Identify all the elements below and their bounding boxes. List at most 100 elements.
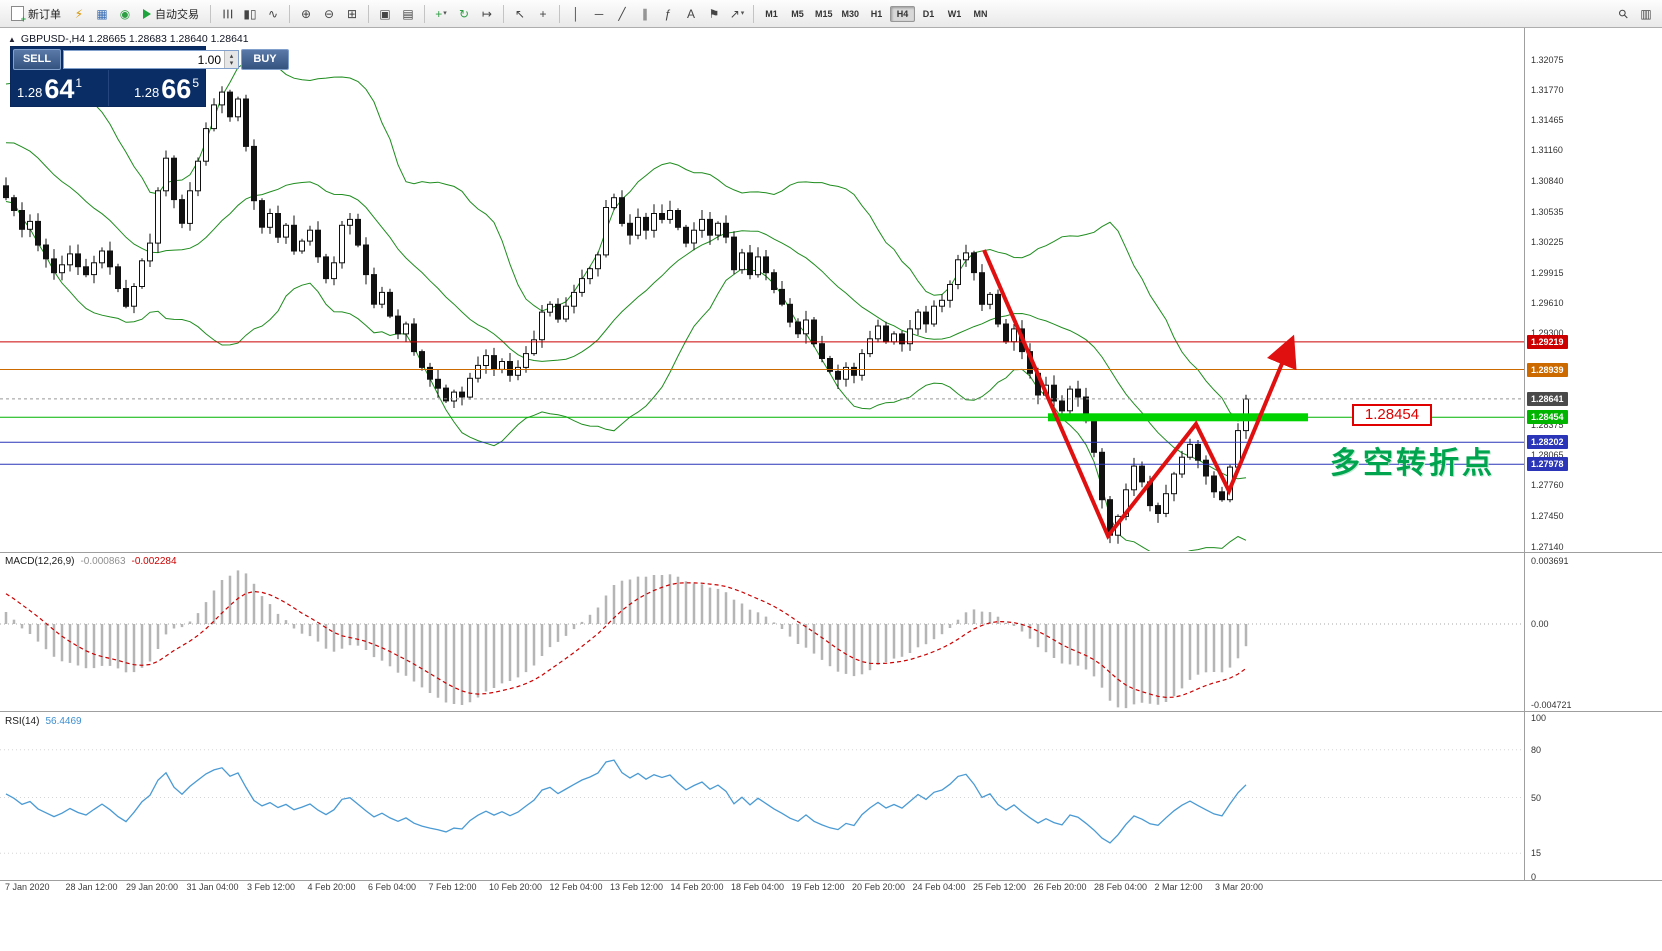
rsi-scale-tick: 15	[1531, 848, 1542, 859]
price-tick: 1.28375	[1531, 419, 1564, 430]
time-axis: 7 Jan 2020 28 Jan 12:00 29 Jan 20:00 31 Jan…	[0, 881, 1524, 895]
buy-price-prefix: 1.28	[133, 85, 160, 100]
price-tick: 1.27140	[1531, 541, 1564, 552]
buy-price-big: 66	[161, 74, 192, 104]
date-label: 13 Feb 12:00	[610, 882, 664, 892]
toolbar-separator	[424, 4, 425, 23]
timeframe-m5[interactable]: M5	[791, 8, 804, 19]
horizontal-line-icon[interactable]: ─	[594, 6, 604, 21]
date-label: 18 Feb 04:00	[731, 882, 785, 892]
crosshair-icon[interactable]: +	[539, 6, 547, 21]
timeframe-w1[interactable]: W1	[947, 8, 962, 19]
zoom-in-icon[interactable]: ⊕	[300, 6, 312, 21]
timeframe-m30[interactable]: M30	[841, 8, 860, 19]
timeframe-h1[interactable]: H1	[870, 8, 883, 19]
main-chart-canvas[interactable]	[0, 28, 1524, 551]
sell-price-sup: 1	[75, 76, 83, 90]
turning-point-annotation[interactable]: 多空转折点	[1330, 447, 1495, 480]
toolbar-separator	[753, 4, 754, 23]
timeframe-h4[interactable]: H4	[890, 5, 916, 22]
date-label: 25 Feb 12:00	[973, 882, 1027, 892]
panel-separator[interactable]	[0, 552, 1662, 553]
auto-scroll-icon[interactable]: ↻	[458, 6, 470, 21]
fibonacci-icon[interactable]: ƒ	[664, 6, 672, 21]
sell-price-button[interactable]: 1.28 64 1	[11, 70, 108, 106]
search-icon[interactable]: ⚲	[1614, 5, 1632, 22]
timeframe-mn[interactable]: MN	[973, 8, 988, 19]
price-tag: 1.27978	[1527, 457, 1568, 472]
cascade-windows-icon[interactable]: ▤	[402, 6, 414, 21]
tile-windows-icon[interactable]: ⊞	[346, 6, 358, 21]
label-tool-icon[interactable]: ⚑	[708, 6, 720, 21]
one-click-trading-panel: SELL ▴ ▾ BUY 1.28 64 1 1.28 66 5	[10, 46, 289, 107]
timeframe-d1[interactable]: D1	[922, 8, 935, 19]
date-label: 29 Jan 20:00	[126, 882, 179, 892]
play-icon	[143, 8, 151, 19]
new-chart-icon[interactable]: + ▾	[430, 4, 452, 24]
new-chart-icon-caret: ▾	[443, 9, 447, 17]
buy-price-sup: 5	[192, 76, 199, 90]
sell-button[interactable]: SELL	[13, 49, 61, 70]
panel-separator[interactable]	[0, 711, 1662, 712]
volume-up-button[interactable]: ▴	[229, 52, 234, 60]
price-tick: 1.30535	[1531, 206, 1564, 217]
date-label: 24 Feb 04:00	[912, 882, 966, 892]
timeframe-m1[interactable]: M1	[765, 8, 778, 19]
chart-shift-icon[interactable]: ↦	[481, 6, 493, 21]
symbol-collapse-icon[interactable]: ▲	[8, 34, 16, 44]
volume-input[interactable]	[64, 51, 224, 68]
date-label: 14 Feb 20:00	[670, 882, 724, 892]
vertical-line-icon[interactable]: │	[572, 6, 580, 21]
price-tick: 1.29300	[1531, 328, 1564, 339]
toolbar-separator	[503, 4, 504, 23]
arrows-tool-icon[interactable]: ↗ ▾	[726, 4, 748, 24]
date-label: 20 Feb 20:00	[852, 882, 906, 892]
price-tick: 1.30840	[1531, 176, 1564, 187]
rsi-canvas[interactable]	[0, 712, 1524, 878]
arrange-windows-icon[interactable]: ▣	[379, 6, 391, 21]
toolbar-separator	[368, 4, 369, 23]
toolbar-separator	[289, 4, 290, 23]
zoom-out-icon[interactable]: ⊖	[323, 6, 335, 21]
channel-icon[interactable]: ∥	[642, 6, 648, 21]
price-tick: 1.30225	[1531, 237, 1564, 248]
date-label: 3 Mar 20:00	[1215, 882, 1264, 892]
price-tick: 1.31465	[1531, 114, 1564, 125]
date-label: 6 Feb 04:00	[368, 882, 417, 892]
macd-scale-tick: 0.003691	[1531, 556, 1569, 566]
trendline-icon[interactable]: ╱	[618, 6, 626, 21]
price-scale-separator	[1524, 28, 1525, 880]
auto-trading-button-label: 自动交易	[155, 8, 199, 21]
price-tag: 1.28454	[1527, 410, 1568, 425]
new-order-button[interactable]: 新订单	[5, 4, 67, 24]
text-tool-icon[interactable]: A	[686, 6, 695, 21]
buy-button[interactable]: BUY	[241, 49, 289, 70]
date-label: 7 Jan 2020	[5, 882, 50, 892]
rsi-scale-tick: 50	[1531, 792, 1542, 803]
price-level-label[interactable]: 1.28454	[1352, 404, 1432, 426]
buy-price-button[interactable]: 1.28 66 5	[107, 70, 206, 106]
rsi-label: RSI(14)	[5, 716, 40, 727]
price-tick: 1.31160	[1531, 144, 1563, 155]
price-tag: 1.28641	[1527, 391, 1568, 406]
charts-profile-icon[interactable]: ⚡	[74, 6, 84, 21]
macd-label: MACD(12,26,9)	[5, 556, 75, 567]
macd-title: MACD(12,26,9) -0.000863 -0.002284	[5, 556, 177, 567]
volume-down-button[interactable]: ▾	[229, 59, 234, 67]
bar-chart-icon[interactable]: ☰	[219, 8, 234, 19]
auto-trading-button[interactable]: 自动交易	[137, 4, 205, 24]
line-chart-icon[interactable]: ∿	[267, 6, 279, 21]
price-tick: 1.29610	[1531, 297, 1564, 308]
cursor-icon[interactable]: ↖	[514, 6, 526, 21]
macd-canvas[interactable]	[0, 553, 1524, 710]
data-window-icon[interactable]: ▦	[96, 6, 108, 21]
timeframe-m15[interactable]: M15	[815, 8, 833, 19]
panels-icon[interactable]: ▥	[1640, 6, 1652, 21]
candlestick-chart-icon[interactable]: ▮▯	[243, 6, 257, 21]
community-icon[interactable]: ◉	[119, 6, 131, 21]
date-label: 2 Mar 12:00	[1154, 882, 1203, 892]
rsi-title: RSI(14) 56.4469	[5, 716, 82, 727]
price-tick: 1.31770	[1531, 84, 1564, 95]
date-label: 3 Feb 12:00	[247, 882, 296, 892]
